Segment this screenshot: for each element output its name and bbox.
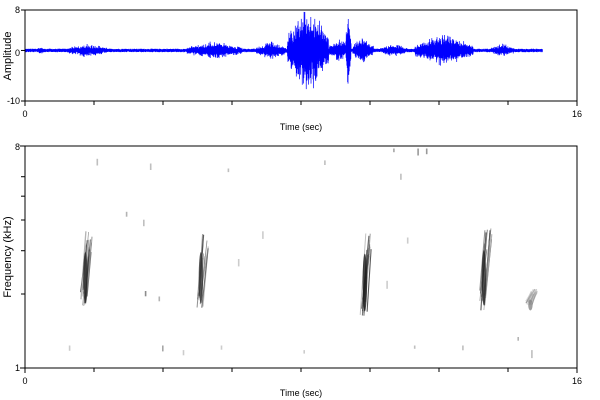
waveform-ytick-top: 8 xyxy=(15,5,20,15)
spectrogram-speckle xyxy=(227,168,230,173)
spectrogram-xtick-start: 0 xyxy=(22,376,27,386)
waveform-xtick-start: 0 xyxy=(22,109,27,119)
spectrogram-call-streak xyxy=(366,249,372,312)
spectrogram-plot-area xyxy=(25,146,577,368)
waveform-yaxis-title: Amplitude xyxy=(2,32,14,81)
spectrogram-speckle xyxy=(531,350,533,359)
spectrogram-speckle xyxy=(417,148,419,156)
spectrogram-call-streak xyxy=(80,231,87,300)
spectrogram-speckle xyxy=(393,148,395,153)
spectrogram-call-core xyxy=(528,299,533,311)
spectrogram-call-core xyxy=(481,250,487,306)
spectrogram-speckle xyxy=(303,350,305,354)
waveform-ytick-bottom: -10 xyxy=(7,96,20,106)
spectrogram-yaxis-title: Frequency (kHz) xyxy=(2,216,14,297)
spectrogram-ytick-bottom: 1 xyxy=(15,363,20,373)
spectrogram-speckle xyxy=(149,163,152,170)
waveform-xtick-end: 16 xyxy=(572,109,582,119)
waveform-series xyxy=(24,11,543,90)
spectrogram-speckle xyxy=(125,211,128,217)
spectrogram-speckle xyxy=(237,259,240,267)
spectrogram-speckle xyxy=(262,231,264,239)
spectrogram-call-streak xyxy=(484,234,493,299)
waveform-ytick-zero: 0 xyxy=(15,48,20,58)
spectrogram-call-core xyxy=(362,253,367,312)
spectrogram-speckle xyxy=(144,291,147,297)
spectrogram-speckle xyxy=(324,160,326,165)
spectrogram-speckle xyxy=(462,345,464,351)
spectrogram-call-streak xyxy=(531,288,538,303)
spectrogram-speckle xyxy=(182,350,185,356)
spectrogram-speckle xyxy=(425,148,428,155)
spectrogram-panel: 8 1 0 16 Time (sec) Frequency (kHz) xyxy=(2,142,582,398)
spectrogram-ytick-top: 8 xyxy=(15,142,20,152)
spectrogram-speckle xyxy=(143,219,145,227)
spectrogram-speckle xyxy=(162,345,164,352)
spectrogram-speckle xyxy=(158,296,161,302)
spectrogram-speckle xyxy=(68,345,71,351)
spectrogram-xaxis-title: Time (sec) xyxy=(280,388,322,398)
spectrogram-speckle xyxy=(96,158,99,166)
spectrogram-call-core xyxy=(198,252,204,304)
waveform-ticks xyxy=(21,9,578,106)
waveform-line xyxy=(24,11,543,90)
spectrogram-image xyxy=(68,148,538,359)
spectrogram-call-streak xyxy=(527,291,533,303)
spectrogram-speckle xyxy=(400,173,402,180)
spectrogram-speckle xyxy=(386,280,388,289)
spectrogram-xtick-end: 16 xyxy=(572,376,582,386)
spectrogram-speckle xyxy=(220,345,223,350)
spectrogram-call-streak xyxy=(531,290,538,305)
spectrogram-speckle xyxy=(406,237,409,244)
waveform-xaxis-title: Time (sec) xyxy=(280,122,322,132)
spectrogram-call-core xyxy=(83,252,88,304)
spectrogram-call-streak xyxy=(201,248,209,308)
spectrogram-speckle xyxy=(517,337,519,341)
spectrogram-speckle xyxy=(413,345,416,349)
waveform-panel: 8 0 -10 0 16 Time (sec) Amplitude xyxy=(2,5,582,132)
spectrogram-ticks xyxy=(20,145,578,373)
